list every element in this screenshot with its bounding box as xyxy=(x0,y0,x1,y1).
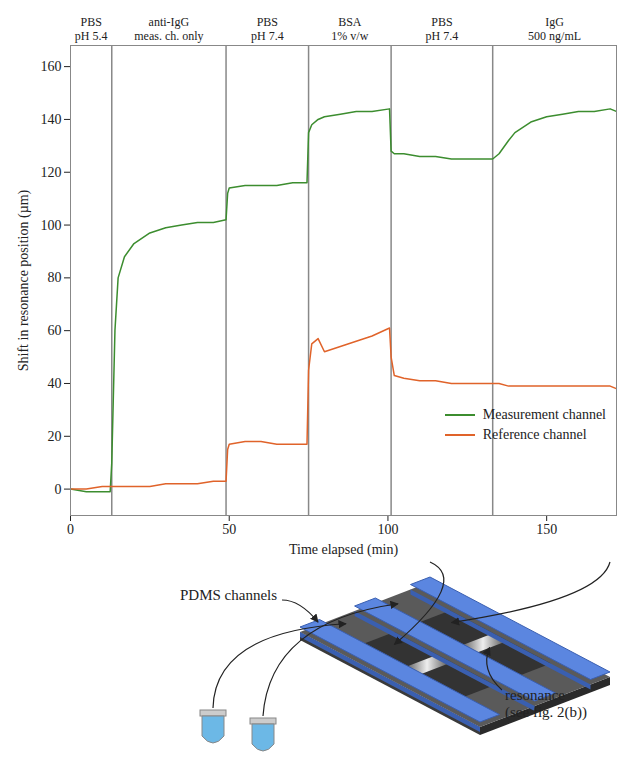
svg-text:120: 120 xyxy=(41,165,62,180)
svg-text:60: 60 xyxy=(48,323,62,338)
svg-text:80: 80 xyxy=(48,270,62,285)
html-text:Reference channel: Reference channel xyxy=(482,427,587,442)
svg-text:Time elapsed (min): Time elapsed (min) xyxy=(289,542,398,558)
svg-text:Shift in resonance position (µ: Shift in resonance position (µm) xyxy=(16,189,32,371)
html-text:Measurement channel: Measurement channel xyxy=(482,407,606,422)
svg-text:PDMS channels: PDMS channels xyxy=(180,587,277,603)
svg-text:anti-IgGmeas. ch. only: anti-IgGmeas. ch. only xyxy=(134,15,203,42)
svg-text:40: 40 xyxy=(48,376,62,391)
svg-text:150: 150 xyxy=(536,522,557,537)
svg-text:100: 100 xyxy=(41,218,62,233)
svg-text:resonance(see fig. 2(b)): resonance(see fig. 2(b)) xyxy=(505,687,587,721)
svg-text:PBSpH 7.4: PBSpH 7.4 xyxy=(426,15,459,42)
svg-text:100: 100 xyxy=(377,522,398,537)
svg-text:BSA1% v/w: BSA1% v/w xyxy=(331,15,368,42)
svg-text:160: 160 xyxy=(41,59,62,74)
svg-text:0: 0 xyxy=(55,482,62,497)
svg-text:IgG500 ng/mL: IgG500 ng/mL xyxy=(528,15,581,42)
svg-text:50: 50 xyxy=(222,522,236,537)
svg-text:140: 140 xyxy=(41,112,62,127)
svg-text:0: 0 xyxy=(67,522,74,537)
svg-text:20: 20 xyxy=(48,429,62,444)
svg-text:PBSpH 5.4: PBSpH 5.4 xyxy=(75,15,108,42)
svg-text:PBSpH 7.4: PBSpH 7.4 xyxy=(251,15,284,42)
